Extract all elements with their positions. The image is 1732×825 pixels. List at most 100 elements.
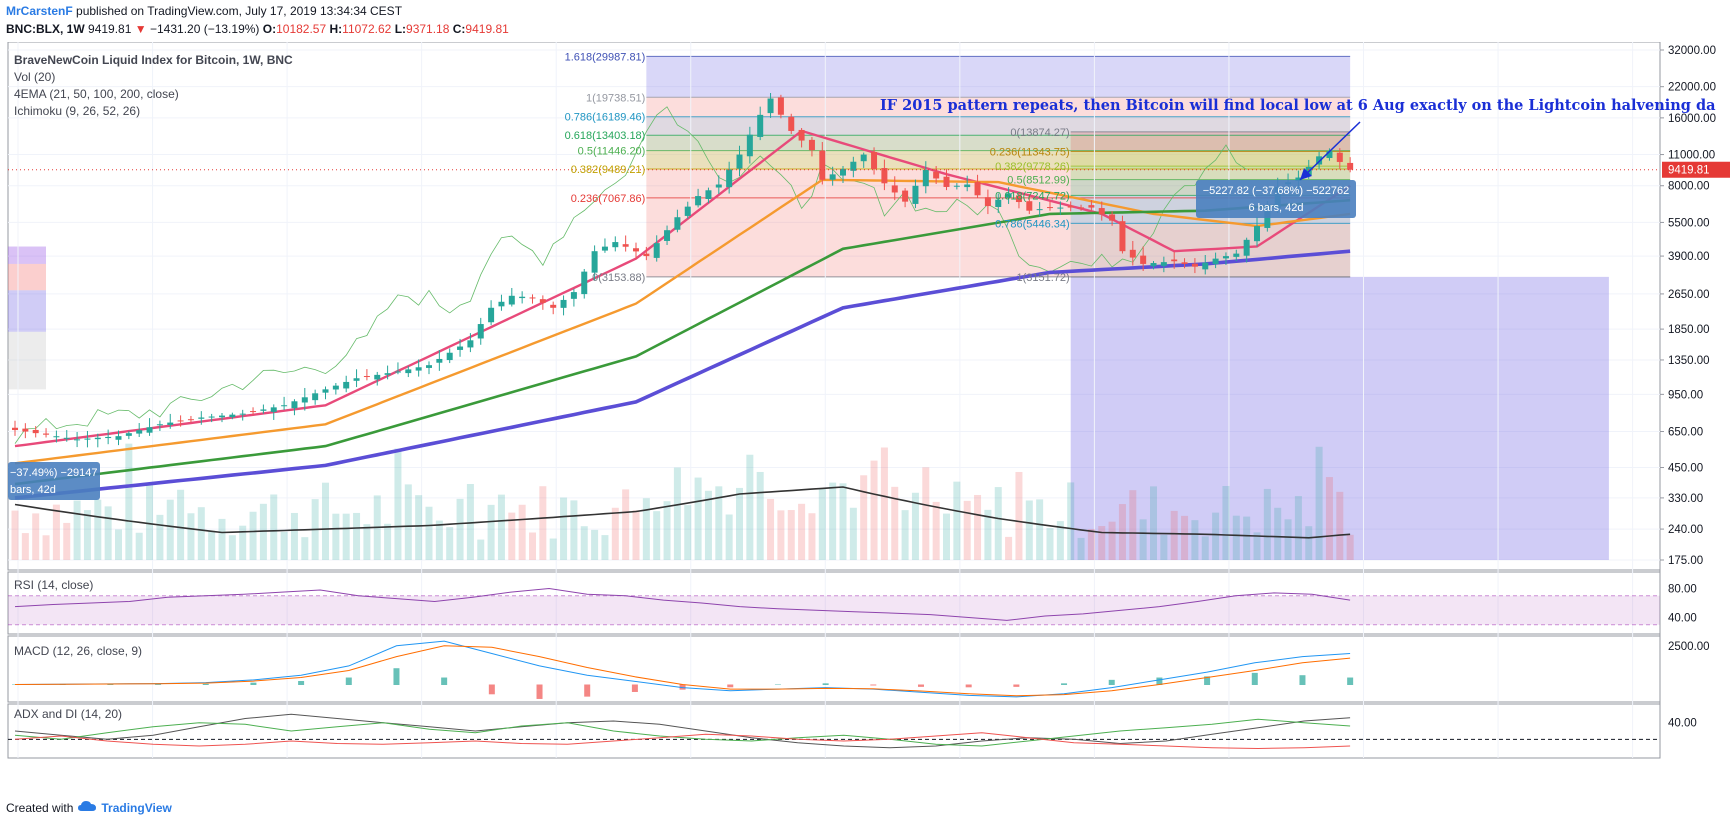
volume-bar bbox=[880, 447, 888, 560]
adx-line bbox=[14, 713, 1351, 749]
macd-histogram-bar bbox=[12, 684, 18, 685]
macd-histogram-bar bbox=[1061, 683, 1068, 685]
candle-body bbox=[156, 424, 163, 426]
candle-body bbox=[560, 299, 567, 308]
pane-frame-3 bbox=[7, 703, 1661, 759]
volume-bar bbox=[1263, 488, 1271, 560]
candle-body bbox=[12, 427, 18, 431]
fib-level-label: 0.236(7067.86) bbox=[571, 193, 646, 205]
candle-body bbox=[415, 367, 422, 371]
candle-body bbox=[94, 437, 101, 440]
candle-body bbox=[1129, 249, 1136, 258]
candle-body bbox=[136, 430, 143, 434]
volume-bar bbox=[32, 513, 40, 560]
volume-bar bbox=[994, 487, 1002, 560]
volume-bar bbox=[756, 471, 764, 560]
candle-body bbox=[684, 206, 691, 216]
candle-body bbox=[1005, 193, 1012, 198]
volume-bar bbox=[208, 530, 216, 560]
chart-canvas[interactable]: 9419.81 32000.00 22000.00 16000.00 11000.00 8… bbox=[0, 42, 1732, 767]
fib2-level-label: 0.236(11343.75) bbox=[990, 147, 1070, 159]
candle-body bbox=[539, 299, 546, 303]
candle-body bbox=[426, 365, 432, 368]
fib-level-label: 0.5(11446.20) bbox=[578, 146, 646, 158]
candle-body bbox=[105, 436, 112, 439]
price-axis-label: 16000.00 bbox=[1668, 113, 1716, 125]
left-zone-3 bbox=[8, 331, 46, 390]
candle-body bbox=[984, 197, 991, 207]
volume-bar bbox=[425, 506, 433, 560]
macd-histogram-bar bbox=[345, 677, 352, 685]
macd-histogram-bar bbox=[298, 681, 305, 685]
volume-bar bbox=[632, 510, 640, 560]
candle-body bbox=[1026, 201, 1033, 211]
volume-bar bbox=[974, 494, 982, 560]
volume-bar bbox=[415, 495, 423, 560]
candle-body bbox=[1057, 207, 1064, 209]
volume-bar bbox=[984, 509, 992, 560]
macd-histogram-bar bbox=[1108, 679, 1115, 685]
candle-body bbox=[446, 352, 453, 361]
candle-body bbox=[1067, 205, 1074, 208]
fib-zone-extension bbox=[646, 56, 1351, 98]
candle-body bbox=[695, 196, 702, 206]
annotation-text[interactable]: IF 2015 pattern repeats, then Bitcoin wi… bbox=[880, 97, 1716, 114]
candle-body bbox=[1150, 263, 1157, 267]
candle-body bbox=[529, 297, 536, 299]
volume-bar bbox=[166, 499, 174, 560]
volume-bar bbox=[42, 535, 50, 560]
fib2-level-label: 0.5(8512.99) bbox=[1007, 175, 1069, 187]
legend-ema: 4EMA (21, 50, 100, 200, close) bbox=[14, 87, 179, 101]
indicator-panes[interactable] bbox=[8, 587, 1660, 750]
volume-bar bbox=[73, 500, 81, 560]
volume-bar bbox=[156, 514, 164, 560]
candle-body bbox=[1078, 207, 1085, 209]
volume-bar bbox=[611, 507, 619, 560]
ema-line-0 bbox=[14, 129, 1351, 448]
price-axis-label: 950.00 bbox=[1668, 389, 1703, 401]
candle-body bbox=[332, 385, 339, 390]
volume-bar bbox=[839, 483, 847, 560]
price-pane[interactable] bbox=[8, 93, 1660, 560]
candle-body bbox=[705, 190, 712, 200]
ema-line-2 bbox=[14, 198, 1351, 486]
rsi-label: RSI (14, close) bbox=[14, 578, 93, 592]
volume-bar bbox=[146, 482, 154, 560]
last-price-tag-text: 9419.81 bbox=[1668, 165, 1710, 177]
candle-body bbox=[1015, 195, 1022, 203]
measure-left-bars: bars, 42d bbox=[10, 484, 56, 496]
volume-bar bbox=[860, 475, 868, 560]
candle-body bbox=[757, 114, 764, 137]
volume-bar bbox=[777, 510, 785, 560]
candle-body bbox=[912, 185, 919, 204]
candle-body bbox=[788, 116, 795, 131]
volume-bar bbox=[1170, 510, 1178, 560]
volume-bar bbox=[622, 489, 630, 560]
candle-body bbox=[208, 416, 215, 418]
volume-bar bbox=[280, 531, 288, 560]
macd-histogram-bar bbox=[250, 682, 257, 685]
macd-axis-label: 2500.00 bbox=[1668, 641, 1710, 653]
legend-vol: Vol (20) bbox=[14, 70, 55, 84]
volume-bar bbox=[239, 525, 247, 560]
volume-bar bbox=[1067, 482, 1075, 560]
candle-body bbox=[239, 413, 246, 415]
macd-histogram-bar bbox=[1251, 672, 1258, 685]
volume-ma-line bbox=[14, 486, 1351, 539]
macd-histogram-bar bbox=[774, 684, 781, 685]
volume-bar bbox=[197, 507, 205, 560]
candle-body bbox=[581, 271, 588, 295]
tradingview-brand[interactable]: TradingView bbox=[101, 800, 172, 815]
volume-bar bbox=[1222, 485, 1230, 560]
candle-body bbox=[591, 251, 598, 273]
candle-body bbox=[881, 168, 888, 184]
macd-histogram-bar bbox=[488, 684, 495, 695]
candle-body bbox=[1243, 239, 1250, 256]
candle-body bbox=[550, 304, 557, 308]
candle-body bbox=[74, 439, 81, 441]
volume-bar bbox=[63, 522, 71, 560]
candle-body bbox=[736, 154, 743, 169]
macd-histogram-bar bbox=[1299, 675, 1306, 685]
author-link[interactable]: MrCarstenF bbox=[6, 4, 73, 18]
candle-body bbox=[301, 397, 308, 403]
